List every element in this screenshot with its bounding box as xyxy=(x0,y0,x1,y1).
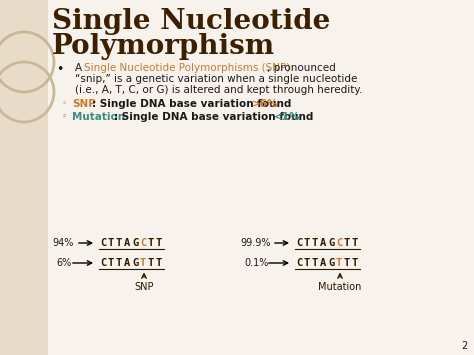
Text: A: A xyxy=(124,238,130,248)
Text: <1%: <1% xyxy=(274,112,301,122)
Text: G: G xyxy=(132,258,138,268)
Text: (i.e., A, T, C, or G) is altered and kept through heredity.: (i.e., A, T, C, or G) is altered and kep… xyxy=(75,85,363,95)
Text: Single Nucleotide Polymorphisms (SNP): Single Nucleotide Polymorphisms (SNP) xyxy=(84,63,290,73)
Text: A: A xyxy=(320,258,326,268)
Text: T: T xyxy=(156,258,162,268)
Text: 2: 2 xyxy=(462,341,468,351)
Text: 0.1%: 0.1% xyxy=(244,258,268,268)
Text: 94%: 94% xyxy=(52,238,73,248)
Text: SNP: SNP xyxy=(72,99,96,109)
Text: T: T xyxy=(304,258,310,268)
Text: T: T xyxy=(344,258,350,268)
Text: , pronounced: , pronounced xyxy=(267,63,336,73)
Text: C: C xyxy=(336,238,342,248)
Text: A: A xyxy=(320,238,326,248)
Text: Polymorphism: Polymorphism xyxy=(52,33,275,60)
Text: >6%: >6% xyxy=(252,99,279,109)
Text: T: T xyxy=(304,238,310,248)
Text: T: T xyxy=(156,238,162,248)
Text: G: G xyxy=(132,238,138,248)
Text: 6%: 6% xyxy=(56,258,71,268)
Text: T: T xyxy=(352,238,358,248)
Text: T: T xyxy=(312,258,318,268)
Text: T: T xyxy=(116,258,122,268)
Text: A: A xyxy=(124,258,130,268)
Text: T: T xyxy=(108,258,114,268)
Text: A: A xyxy=(75,63,85,73)
Text: T: T xyxy=(140,258,146,268)
Text: “snip,” is a genetic variation when a single nucleotide: “snip,” is a genetic variation when a si… xyxy=(75,74,357,84)
Text: T: T xyxy=(148,238,154,248)
Text: T: T xyxy=(312,238,318,248)
Text: G: G xyxy=(328,238,334,248)
Text: Single Nucleotide: Single Nucleotide xyxy=(52,8,330,35)
Text: : Single DNA base variation found: : Single DNA base variation found xyxy=(114,112,317,122)
Text: SNP: SNP xyxy=(134,282,154,292)
Text: ◦: ◦ xyxy=(62,112,67,121)
Text: Mutation: Mutation xyxy=(319,282,362,292)
Text: C: C xyxy=(100,238,106,248)
Text: C: C xyxy=(296,238,302,248)
Text: T: T xyxy=(108,238,114,248)
Text: T: T xyxy=(336,258,342,268)
Text: C: C xyxy=(100,258,106,268)
Text: T: T xyxy=(344,238,350,248)
Text: T: T xyxy=(148,258,154,268)
Text: : Single DNA base variation found: : Single DNA base variation found xyxy=(92,99,295,109)
Text: •: • xyxy=(56,63,64,76)
Text: G: G xyxy=(328,258,334,268)
Text: T: T xyxy=(352,258,358,268)
Text: ◦: ◦ xyxy=(62,99,67,108)
Text: C: C xyxy=(296,258,302,268)
Text: T: T xyxy=(116,238,122,248)
Bar xyxy=(0,0,48,355)
Text: Mutation: Mutation xyxy=(72,112,125,122)
Text: 99.9%: 99.9% xyxy=(240,238,271,248)
Text: C: C xyxy=(140,238,146,248)
